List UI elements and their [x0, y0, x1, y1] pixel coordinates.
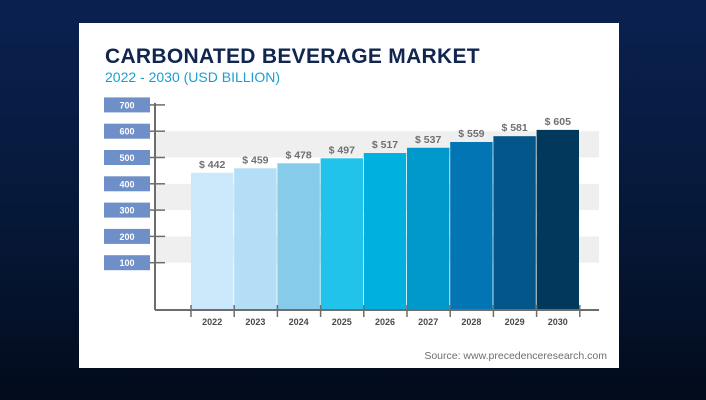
- value-label-2025: $ 497: [329, 144, 355, 156]
- y-tick-label-100: 100: [119, 258, 134, 268]
- y-tick-label-200: 200: [119, 232, 134, 242]
- bar-2029: [493, 136, 536, 310]
- y-tick-box-200: [104, 228, 150, 244]
- y-tick-box-100: [104, 255, 150, 271]
- x-tick-label-2025: 2025: [332, 317, 352, 327]
- bar-2025: [320, 158, 363, 310]
- bar-2023: [234, 168, 277, 310]
- x-tick-label-2023: 2023: [245, 317, 265, 327]
- x-tick-label-2022: 2022: [202, 317, 222, 327]
- value-label-2023: $ 459: [242, 154, 268, 166]
- y-tick-box-500: [104, 150, 150, 165]
- source-note: Source: www.precedenceresearch.com: [424, 350, 607, 362]
- chart-title: CARBONATED BEVERAGE MARKET: [105, 45, 480, 68]
- bar-2028: [450, 141, 493, 310]
- value-label-2029: $ 581: [501, 122, 527, 134]
- value-label-2027: $ 537: [415, 134, 441, 146]
- y-tick-box-600: [104, 123, 150, 139]
- value-label-2030: $ 605: [545, 116, 571, 128]
- chart-card: CARBONATED BEVERAGE MARKET 2022 - 2030 (…: [79, 23, 619, 368]
- value-label-2024: $ 478: [285, 149, 311, 161]
- bar-2022: [191, 172, 234, 310]
- bar-2030: [536, 129, 579, 310]
- value-label-2022: $ 442: [199, 159, 225, 171]
- value-label-2026: $ 517: [372, 139, 398, 151]
- y-tick-label-700: 700: [119, 100, 134, 110]
- x-tick-label-2028: 2028: [461, 317, 481, 327]
- y-tick-box-300: [104, 202, 150, 218]
- x-tick-label-2029: 2029: [505, 317, 525, 327]
- chart-subtitle: 2022 - 2030 (USD BILLION): [105, 69, 281, 85]
- x-tick-label-2024: 2024: [289, 317, 309, 327]
- value-label-2028: $ 559: [458, 128, 484, 140]
- x-tick-label-2027: 2027: [418, 317, 438, 327]
- y-tick-label-500: 500: [119, 153, 134, 163]
- bar-2026: [363, 153, 407, 310]
- bar-2024: [277, 163, 320, 310]
- y-tick-label-600: 600: [119, 127, 134, 137]
- y-tick-box-400: [104, 176, 150, 192]
- y-tick-label-300: 300: [119, 206, 134, 216]
- x-tick-label-2026: 2026: [375, 317, 395, 327]
- bar-chart: $ 442 $ 459 $ 478 $ 497 $ 517 $ 537 $ 559 $ 581…: [104, 97, 599, 327]
- bar-2027: [407, 147, 450, 310]
- y-tick-label-400: 400: [119, 179, 134, 189]
- x-tick-label-2030: 2030: [548, 317, 568, 327]
- y-tick-box-700: [104, 97, 150, 113]
